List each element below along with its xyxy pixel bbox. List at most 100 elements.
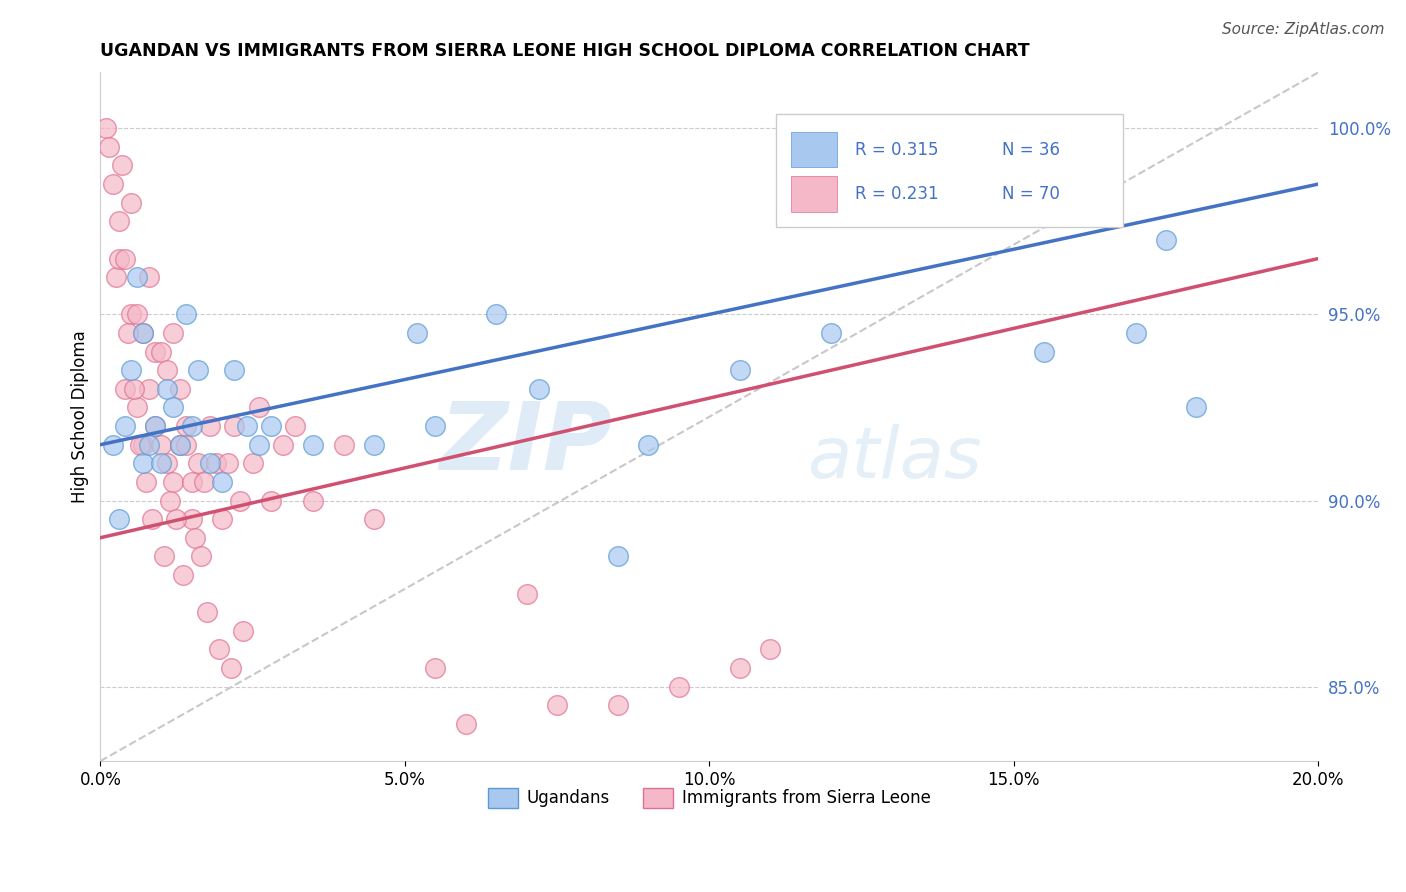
Point (1033, 344, 1056, 359)
Text: N = 36: N = 36 (1001, 141, 1060, 159)
Point (184, 531, 207, 545)
Legend: Ugandans, Immigrants from Sierra Leone: Ugandans, Immigrants from Sierra Leone (482, 781, 936, 814)
Point (187, 363, 209, 377)
Point (107, 252, 129, 266)
Text: R = 0.231: R = 0.231 (855, 186, 939, 203)
Point (153, 549, 176, 564)
Point (98, 140, 121, 154)
Text: UGANDAN VS IMMIGRANTS FROM SIERRA LEONE HIGH SCHOOL DIPLOMA CORRELATION CHART: UGANDAN VS IMMIGRANTS FROM SIERRA LEONE … (100, 42, 1031, 60)
Point (174, 419, 197, 434)
Point (224, 419, 246, 434)
Y-axis label: High School Diploma: High School Diploma (72, 330, 89, 503)
Point (135, 475, 157, 489)
Point (406, 326, 429, 340)
Point (104, 270, 127, 285)
Point (132, 456, 155, 470)
Point (150, 456, 173, 470)
Point (114, 419, 136, 434)
Point (107, 512, 129, 526)
Point (156, 363, 179, 377)
Point (111, 159, 134, 173)
Point (162, 475, 184, 489)
FancyBboxPatch shape (776, 114, 1123, 227)
Text: Source: ZipAtlas.com: Source: ZipAtlas.com (1222, 22, 1385, 37)
Point (180, 475, 202, 489)
Point (235, 419, 257, 434)
Point (208, 642, 231, 657)
Point (187, 456, 209, 470)
Text: ZIP: ZIP (439, 399, 612, 491)
Point (363, 438, 385, 452)
Point (150, 344, 173, 359)
Point (166, 512, 188, 526)
Point (125, 270, 148, 285)
Point (211, 512, 233, 526)
Point (150, 438, 173, 452)
Point (169, 438, 191, 452)
Point (284, 419, 307, 434)
Point (169, 438, 191, 452)
Point (143, 419, 166, 434)
FancyBboxPatch shape (792, 177, 837, 212)
Point (138, 438, 160, 452)
Point (247, 401, 270, 415)
Point (120, 195, 142, 210)
Point (122, 382, 145, 396)
Point (101, 438, 124, 452)
Point (668, 680, 690, 694)
Point (120, 307, 142, 321)
Point (180, 419, 202, 434)
Point (156, 382, 179, 396)
Point (198, 456, 221, 470)
Point (1185, 401, 1208, 415)
Point (129, 438, 152, 452)
Point (1154, 233, 1177, 247)
Point (425, 661, 447, 675)
Point (193, 475, 215, 489)
Point (96, 121, 118, 136)
Point (132, 326, 155, 340)
Point (607, 698, 630, 713)
Point (302, 438, 325, 452)
Point (143, 344, 166, 359)
Point (162, 401, 184, 415)
Point (205, 456, 228, 470)
Point (454, 716, 477, 731)
Point (141, 512, 163, 526)
Point (120, 363, 142, 377)
Point (260, 493, 283, 508)
Point (333, 438, 356, 452)
Point (485, 307, 508, 321)
Point (117, 326, 139, 340)
Point (363, 512, 385, 526)
Point (546, 698, 568, 713)
Point (820, 326, 842, 340)
Point (114, 252, 136, 266)
Point (101, 177, 124, 191)
Point (143, 419, 166, 434)
Text: N = 70: N = 70 (1001, 186, 1060, 203)
Point (217, 456, 239, 470)
Point (156, 456, 179, 470)
Point (114, 382, 136, 396)
Point (728, 363, 751, 377)
Point (138, 270, 160, 285)
Point (172, 568, 194, 582)
Point (190, 549, 212, 564)
Point (271, 438, 294, 452)
Point (125, 307, 148, 321)
Point (219, 661, 242, 675)
Point (247, 438, 270, 452)
Point (229, 493, 252, 508)
Point (169, 382, 191, 396)
Point (125, 401, 148, 415)
Point (180, 512, 202, 526)
Point (302, 493, 325, 508)
FancyBboxPatch shape (792, 132, 837, 168)
Point (260, 419, 283, 434)
Point (107, 214, 129, 228)
Point (162, 326, 184, 340)
Point (174, 307, 197, 321)
Point (527, 382, 550, 396)
Point (159, 493, 181, 508)
